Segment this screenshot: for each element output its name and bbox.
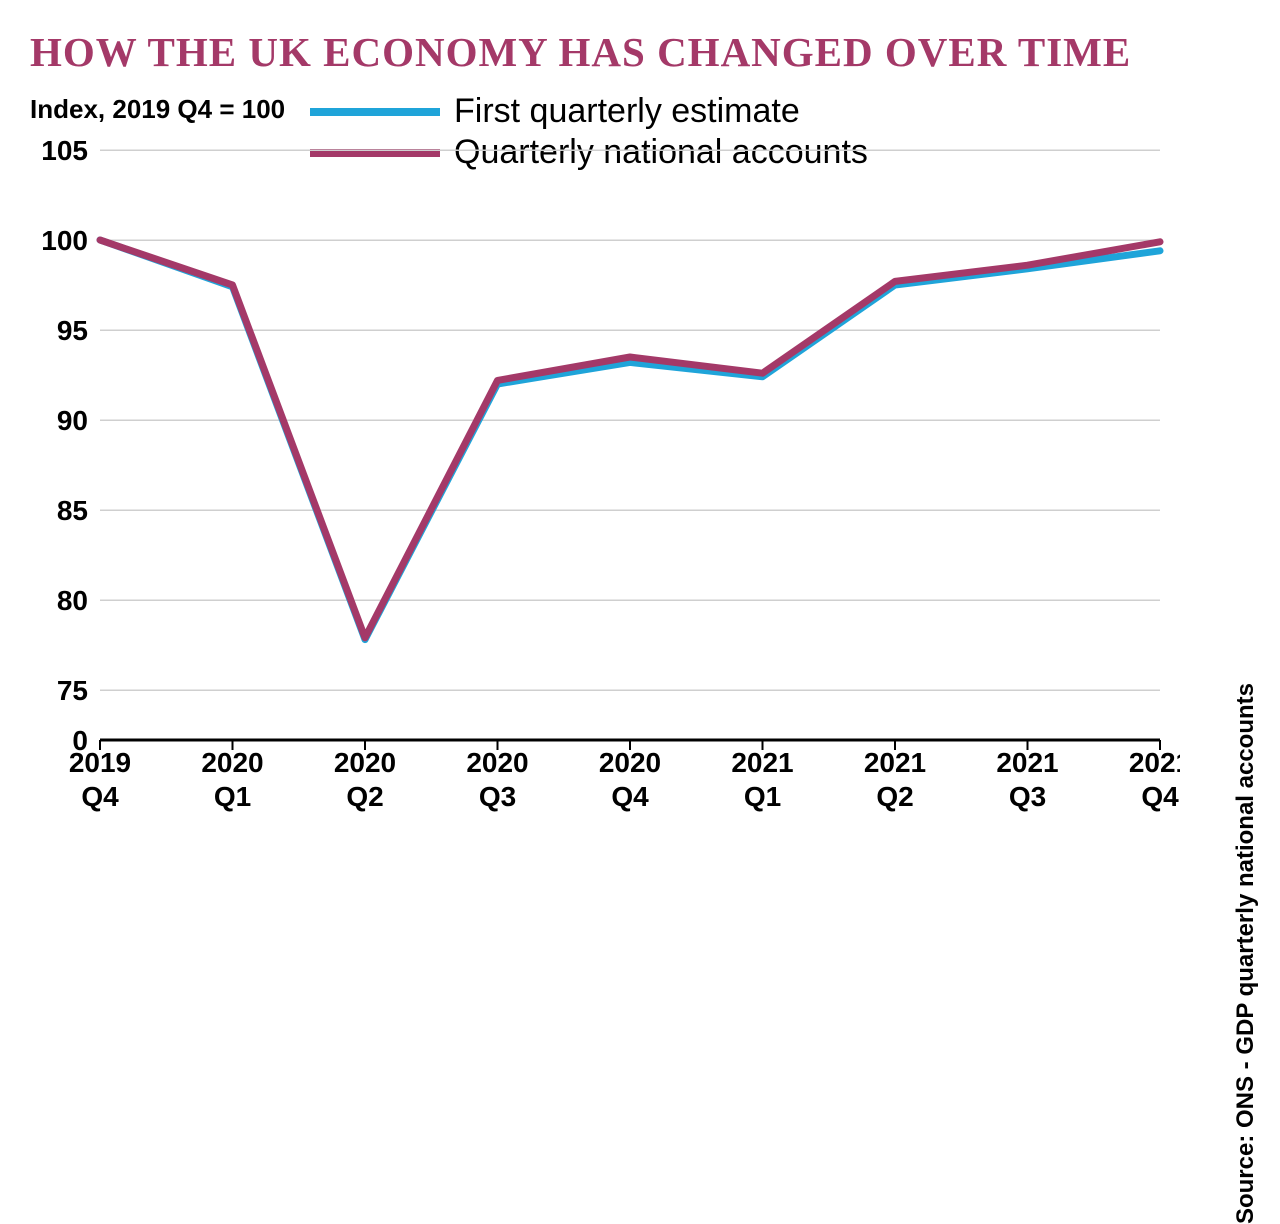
chart-title: HOW THE UK ECONOMY HAS CHANGED OVER TIME [30, 28, 1220, 76]
svg-text:Q2: Q2 [876, 781, 913, 812]
svg-text:90: 90 [57, 405, 88, 436]
svg-text:95: 95 [57, 315, 88, 346]
svg-text:100: 100 [41, 225, 88, 256]
svg-text:Q2: Q2 [346, 781, 383, 812]
legend-label-series1: First quarterly estimate [454, 92, 800, 131]
legend-swatch-series1 [310, 108, 440, 116]
svg-text:85: 85 [57, 495, 88, 526]
svg-text:Q4: Q4 [611, 781, 649, 812]
svg-text:Q3: Q3 [1009, 781, 1046, 812]
svg-text:2021: 2021 [1129, 747, 1180, 778]
svg-text:75: 75 [57, 675, 88, 706]
svg-text:Q3: Q3 [479, 781, 516, 812]
svg-text:2019: 2019 [69, 747, 131, 778]
svg-text:2020: 2020 [466, 747, 528, 778]
svg-text:Q4: Q4 [1141, 781, 1179, 812]
svg-text:2021: 2021 [864, 747, 926, 778]
svg-text:2020: 2020 [334, 747, 396, 778]
svg-text:Q1: Q1 [744, 781, 781, 812]
chart-plot-area: 075808590951001052019Q42020Q12020Q22020Q… [20, 130, 1180, 830]
svg-text:2021: 2021 [731, 747, 793, 778]
svg-text:2020: 2020 [599, 747, 661, 778]
svg-text:Q1: Q1 [214, 781, 251, 812]
legend-item-series1: First quarterly estimate [310, 92, 868, 131]
chart-svg: 075808590951001052019Q42020Q12020Q22020Q… [20, 130, 1180, 830]
svg-text:Q4: Q4 [81, 781, 119, 812]
chart-container: HOW THE UK ECONOMY HAS CHANGED OVER TIME… [0, 0, 1280, 853]
svg-text:105: 105 [41, 135, 88, 166]
svg-text:80: 80 [57, 585, 88, 616]
source-attribution: Source: ONS - GDP quarterly national acc… [1232, 683, 1260, 1224]
svg-text:2021: 2021 [996, 747, 1058, 778]
svg-text:2020: 2020 [201, 747, 263, 778]
